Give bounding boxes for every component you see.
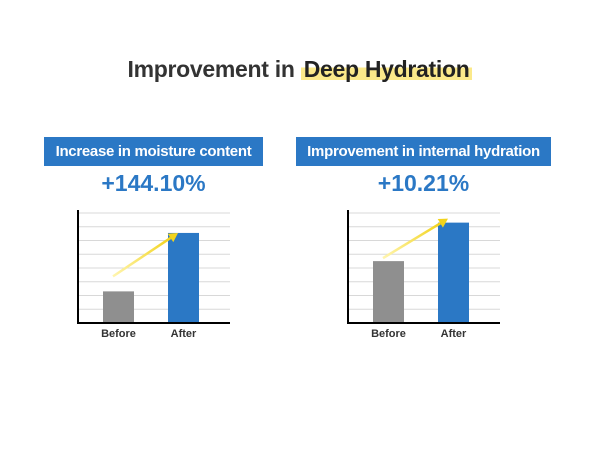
x-tick-label: Before [371, 328, 406, 340]
x-tick-label: After [441, 328, 467, 340]
x-tick-label: After [171, 328, 197, 340]
trend-arrow-head-icon [437, 218, 448, 228]
trend-arrow-head-icon [167, 232, 178, 243]
bar-before [373, 261, 404, 323]
chart-1-title: Increase in moisture content [44, 137, 263, 166]
trend-arrow-shaft [382, 222, 441, 260]
chart-1-annotation: +144.10% [101, 170, 206, 196]
trend-arrow-shaft [112, 236, 172, 278]
chart-2-annotation: +10.21% [377, 170, 470, 196]
bar-before [103, 291, 134, 323]
chart-1: Before After [77, 210, 230, 340]
title-prefix: Improvement in [127, 56, 301, 82]
bar-after [168, 232, 199, 323]
title-highlight: Deep Hydration [300, 56, 473, 82]
chart-2: Before After [347, 210, 500, 340]
x-tick-label: Before [101, 328, 136, 340]
bar-after [438, 222, 469, 323]
chart-2-title: Improvement in internal hydration [296, 137, 551, 166]
page-title: Improvement in Deep Hydration [0, 56, 600, 83]
